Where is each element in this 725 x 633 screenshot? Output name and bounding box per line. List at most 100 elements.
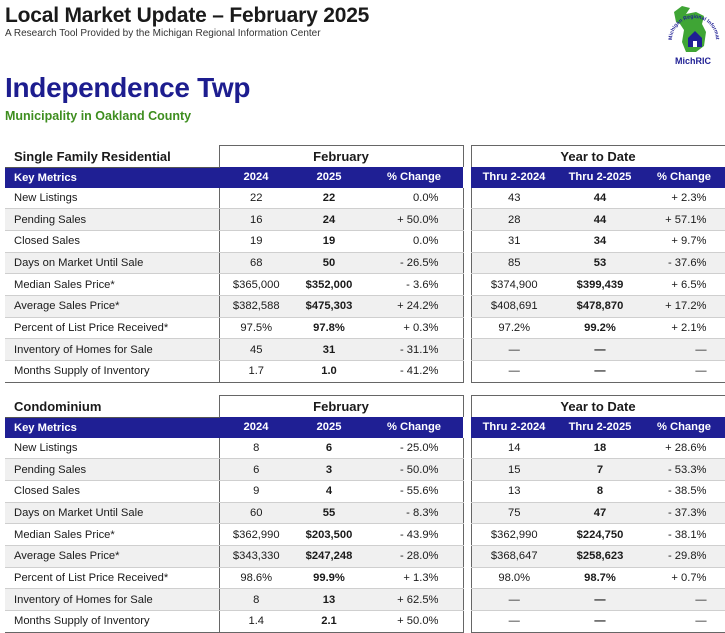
metric-value: — — [643, 610, 725, 633]
metric-value: 98.7% — [557, 567, 643, 590]
municipality-name: Independence Twp — [5, 72, 251, 103]
metric-value: 22 — [218, 187, 293, 210]
column-header-row: Key Metrics 2024 2025% Change Thru 2-2024 Th… — [5, 167, 725, 188]
metric-value: 8 — [218, 588, 293, 611]
metric-label: Closed Sales — [5, 480, 219, 503]
column-gap — [463, 167, 471, 188]
table-row: Closed Sales 9 4- 55.6% 13 8- 38.5% — [5, 480, 725, 503]
column-gap — [463, 295, 471, 318]
metric-value: 6 — [218, 458, 293, 481]
metric-value: $224,750 — [557, 523, 643, 546]
column-gap — [463, 145, 471, 167]
metric-value: 7 — [557, 458, 643, 481]
metric-value: $203,500 — [293, 523, 365, 546]
metric-value: 22 — [293, 187, 365, 210]
metric-value: - 55.6% — [365, 480, 464, 503]
metric-value: - 28.0% — [365, 545, 464, 568]
metric-value: + 0.3% — [365, 317, 464, 340]
metric-value: 53 — [557, 252, 643, 275]
metric-value: - 29.8% — [643, 545, 725, 568]
group-month-label: February — [218, 145, 464, 167]
table-row: Pending Sales 6 3- 50.0% 15 7- 53.3% — [5, 458, 725, 481]
metric-value: 99.2% — [557, 317, 643, 340]
column-gap — [463, 502, 471, 524]
metric-value: 44 — [557, 208, 643, 231]
metric-value: 3 — [293, 458, 365, 481]
metric-value: - 37.3% — [643, 502, 725, 525]
metric-value: $399,439 — [557, 273, 643, 296]
metric-value: — — [557, 588, 643, 611]
metric-value: 50 — [293, 252, 365, 275]
metric-value: + 0.7% — [643, 567, 725, 590]
table-row: Median Sales Price* $362,990 $203,500- 43.… — [5, 523, 725, 546]
metric-value: - 53.3% — [643, 458, 725, 481]
report-title: Local Market Update – February 2025 — [5, 4, 370, 27]
table-row: New Listings 8 6- 25.0% 14 18 + 28.6% — [5, 437, 725, 460]
table-row: Closed Sales 19 19 0.0% 31 34 + 9.7% — [5, 230, 725, 253]
column-gap — [463, 395, 471, 417]
metric-value: — — [470, 360, 557, 383]
metric-value: — — [470, 588, 557, 611]
metric-value: - 3.6% — [365, 273, 464, 296]
group-month-label: February — [218, 395, 464, 417]
metric-label: Pending Sales — [5, 208, 219, 231]
column-header: Thru 2-2025 — [557, 417, 643, 438]
column-gap — [463, 230, 471, 253]
metric-label: Inventory of Homes for Sale — [5, 338, 219, 361]
table-row: Median Sales Price* $365,000 $352,000- 3.6… — [5, 273, 725, 296]
metric-value: $475,303 — [293, 295, 365, 318]
metric-value: - 31.1% — [365, 338, 464, 361]
column-header: Key Metrics — [5, 417, 219, 438]
metric-value: 19 — [218, 230, 293, 253]
metric-value: — — [643, 360, 725, 383]
metric-value: + 24.2% — [365, 295, 464, 318]
metric-value: 9 — [218, 480, 293, 503]
metric-value: 0.0% — [365, 230, 464, 253]
metric-value: 1.7 — [218, 360, 293, 383]
metric-value: 98.6% — [218, 567, 293, 590]
column-gap — [463, 567, 471, 589]
metric-label: Months Supply of Inventory — [5, 610, 219, 633]
metric-value: - 25.0% — [365, 437, 464, 460]
metric-value: + 57.1% — [643, 208, 725, 231]
metric-value: - 26.5% — [365, 252, 464, 275]
column-header: 2024 — [219, 167, 293, 188]
metric-value: - 38.1% — [643, 523, 725, 546]
table-row: Percent of List Price Received* 98.6% 99.9… — [5, 567, 725, 590]
metric-value: 19 — [293, 230, 365, 253]
metric-value: 16 — [218, 208, 293, 231]
metric-value: $352,000 — [293, 273, 365, 296]
metric-label: Median Sales Price* — [5, 523, 219, 546]
section-title: Condominium — [5, 395, 219, 418]
metric-value: — — [470, 610, 557, 633]
metric-value: $362,990 — [218, 523, 293, 546]
metric-value: 43 — [470, 187, 557, 210]
metric-value: $362,990 — [470, 523, 557, 546]
metric-value: 24 — [293, 208, 365, 231]
column-header: Key Metrics — [5, 167, 219, 188]
metric-label: Percent of List Price Received* — [5, 317, 219, 340]
column-header: Thru 2-2024 — [471, 167, 557, 188]
group-ytd-label: Year to Date — [470, 145, 725, 167]
metric-value: $258,623 — [557, 545, 643, 568]
metric-label: Days on Market Until Sale — [5, 252, 219, 275]
metric-value: $478,870 — [557, 295, 643, 318]
metric-value: 68 — [218, 252, 293, 275]
column-gap — [463, 187, 471, 209]
metric-value: 0.0% — [365, 187, 464, 210]
table-row: Inventory of Homes for Sale 8 13 + 62.5% — — — — [5, 588, 725, 611]
metric-value: 75 — [470, 502, 557, 525]
metric-label: Median Sales Price* — [5, 273, 219, 296]
column-header: Thru 2-2024 — [471, 417, 557, 438]
metric-value: - 38.5% — [643, 480, 725, 503]
metric-label: New Listings — [5, 187, 219, 210]
metric-value: - 8.3% — [365, 502, 464, 525]
metric-value: 97.5% — [218, 317, 293, 340]
column-header: 2025 — [293, 167, 365, 188]
metric-value: 2.1 — [293, 610, 365, 633]
column-gap — [463, 523, 471, 546]
metric-value: 13 — [293, 588, 365, 611]
metric-label: New Listings — [5, 437, 219, 460]
metric-value: 45 — [218, 338, 293, 361]
column-gap — [463, 610, 471, 633]
